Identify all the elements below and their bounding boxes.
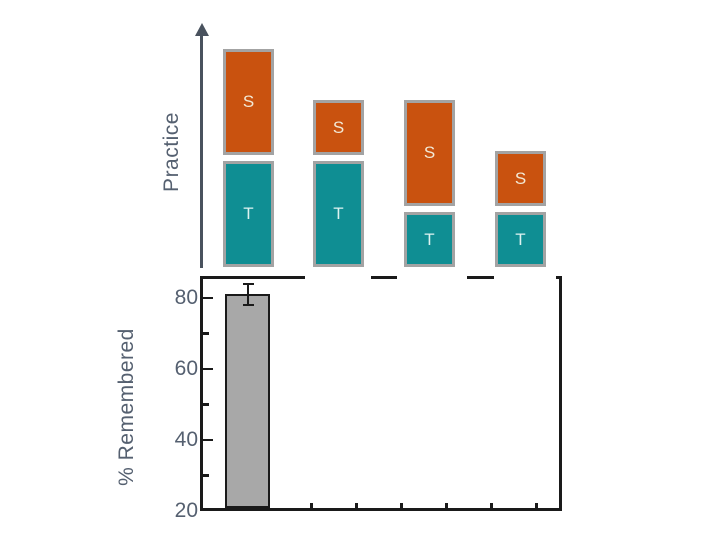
top-frame-segment <box>371 276 397 279</box>
x-axis-line <box>200 508 562 511</box>
top-frame-segment <box>203 276 305 279</box>
practice-box-test: T <box>495 212 546 267</box>
practice-box-test: T <box>223 161 274 267</box>
practice-box-test: T <box>313 161 364 267</box>
y-major-tick <box>203 438 213 442</box>
y-minor-tick <box>203 332 209 335</box>
y-major-tick <box>203 367 213 371</box>
y-tick-label: 40 <box>174 428 198 451</box>
x-minor-tick <box>355 503 358 508</box>
practice-box-study: S <box>313 100 364 155</box>
x-minor-tick <box>535 503 538 508</box>
y-tick-label: 20 <box>174 499 198 522</box>
error-bar-line <box>246 283 250 306</box>
practice-box-study: S <box>495 151 546 206</box>
practice-arrow-shaft <box>200 34 203 268</box>
practice-box-test: T <box>404 212 455 267</box>
practice-axis-label: Practice <box>160 112 183 192</box>
y-axis-line <box>200 276 203 511</box>
y-minor-tick <box>203 403 209 406</box>
x-minor-tick <box>400 503 403 508</box>
right-axis-line <box>559 276 562 511</box>
practice-box-study: S <box>223 49 274 155</box>
practice-arrow-head-icon <box>195 23 209 36</box>
error-bar-top-cap <box>242 282 254 286</box>
y-minor-tick <box>203 474 209 477</box>
y-axis-title: % Remembered <box>115 328 138 486</box>
remembered-bar <box>225 294 270 508</box>
x-minor-tick <box>310 503 313 508</box>
x-minor-tick <box>490 503 493 508</box>
practice-box-study: S <box>404 100 455 206</box>
y-tick-label: 80 <box>174 286 198 309</box>
top-frame-segment <box>556 276 562 279</box>
error-bar-bottom-cap <box>242 303 254 307</box>
y-tick-label: 60 <box>174 357 198 380</box>
y-major-tick <box>203 296 213 300</box>
top-frame-segment <box>467 276 494 279</box>
x-minor-tick <box>445 503 448 508</box>
